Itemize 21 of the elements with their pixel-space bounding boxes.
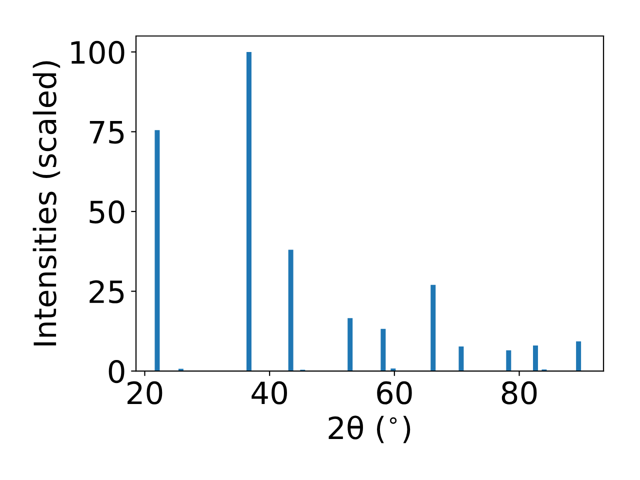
y-tick-label: 100: [71, 40, 124, 64]
x-axis-title: 2θ ($^{∘}$): [328, 416, 410, 444]
x-tick-label: 40: [252, 381, 287, 404]
bar: [506, 350, 512, 372]
x-tick-label: 80: [502, 381, 537, 404]
bar: [154, 130, 160, 372]
y-tick-label: 75: [90, 121, 124, 144]
y-tick-label: 50: [90, 200, 124, 224]
y-tick-label: 25: [90, 280, 124, 304]
bar: [430, 284, 436, 372]
bar: [246, 52, 252, 372]
x-tick-label: 20: [128, 381, 162, 404]
x-tick-label: 60: [377, 381, 412, 404]
y-axis-title: Intensities (scaled): [32, 61, 60, 346]
bar: [458, 346, 464, 372]
bar: [348, 318, 353, 372]
bar: [576, 341, 582, 372]
y-tick-label: 0: [108, 360, 124, 384]
bar: [532, 346, 538, 372]
bar: [288, 250, 294, 372]
bar: [380, 328, 386, 372]
